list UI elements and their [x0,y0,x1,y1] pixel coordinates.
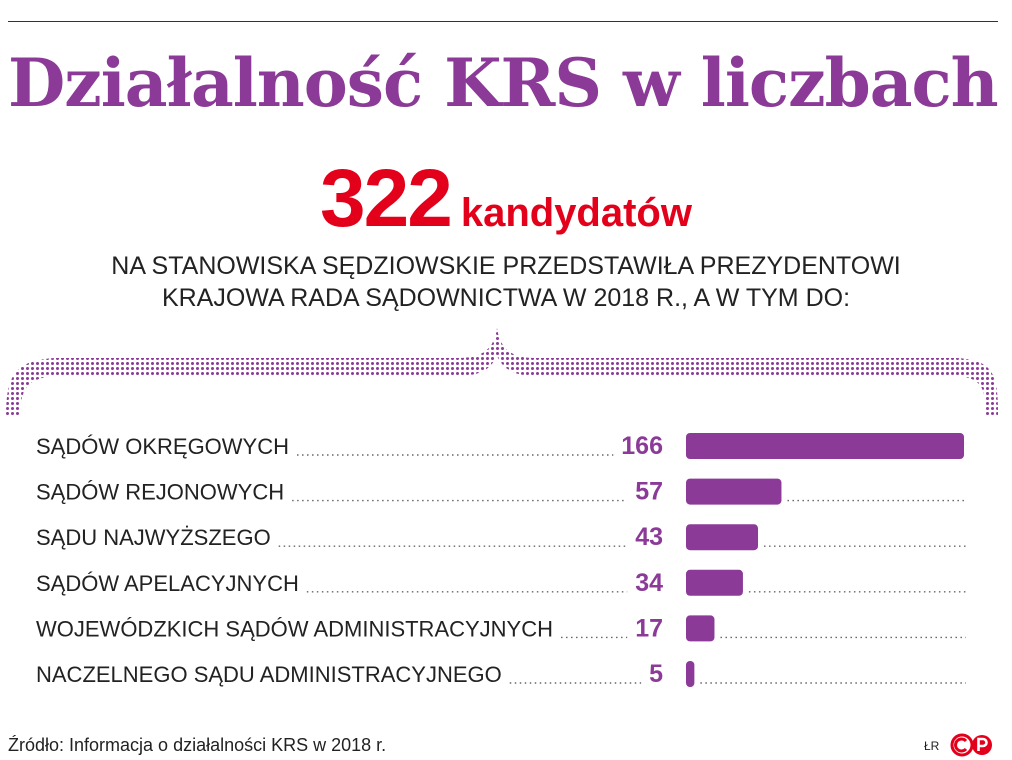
big-number-label: kandydatów [460,191,692,235]
value-label: 43 [635,523,663,551]
bar [686,661,695,687]
cp-logo-icon [950,733,992,757]
bar [686,569,743,596]
bar [686,615,715,642]
value-label: 17 [635,614,663,642]
big-number: 322 [320,153,453,244]
value-label: 34 [635,569,663,597]
headline: 322 kandydatów [0,152,1012,246]
subtitle: NA STANOWISKA SĘDZIOWSKIE PRZEDSTAWIŁA P… [0,250,1012,314]
row-label: SĄDÓW REJONOWYCH [36,480,284,505]
value-label: 57 [635,478,663,506]
page-title: Działalność KRS w liczbach [8,44,999,122]
row-label: NACZELNEGO SĄDU ADMINISTRACYJNEGO [36,662,502,687]
author-initials: ŁR [924,739,940,753]
value-label: 5 [649,660,663,688]
subtitle-line-1: NA STANOWISKA SĘDZIOWSKIE PRZEDSTAWIŁA P… [111,252,901,280]
row-label: WOJEWÓDZKICH SĄDÓW ADMINISTRACYJNYCH [36,616,553,641]
bar [686,524,759,551]
top-rule [8,21,998,22]
source-note: Źródło: Informacja o działalności KRS w … [8,735,387,755]
row-label: SĄDÓW APELACYJNYCH [36,571,299,596]
bar [686,433,964,459]
value-label: 166 [621,432,663,460]
row-label: SĄDÓW OKRĘGOWYCH [36,434,289,459]
curly-brace-divider [6,328,998,416]
bar [686,478,782,505]
row-label: SĄDU NAJWYŻSZEGO [36,525,271,550]
subtitle-line-2: KRAJOWA RADA SĄDOWNICTWA W 2018 R., A W … [161,284,851,312]
